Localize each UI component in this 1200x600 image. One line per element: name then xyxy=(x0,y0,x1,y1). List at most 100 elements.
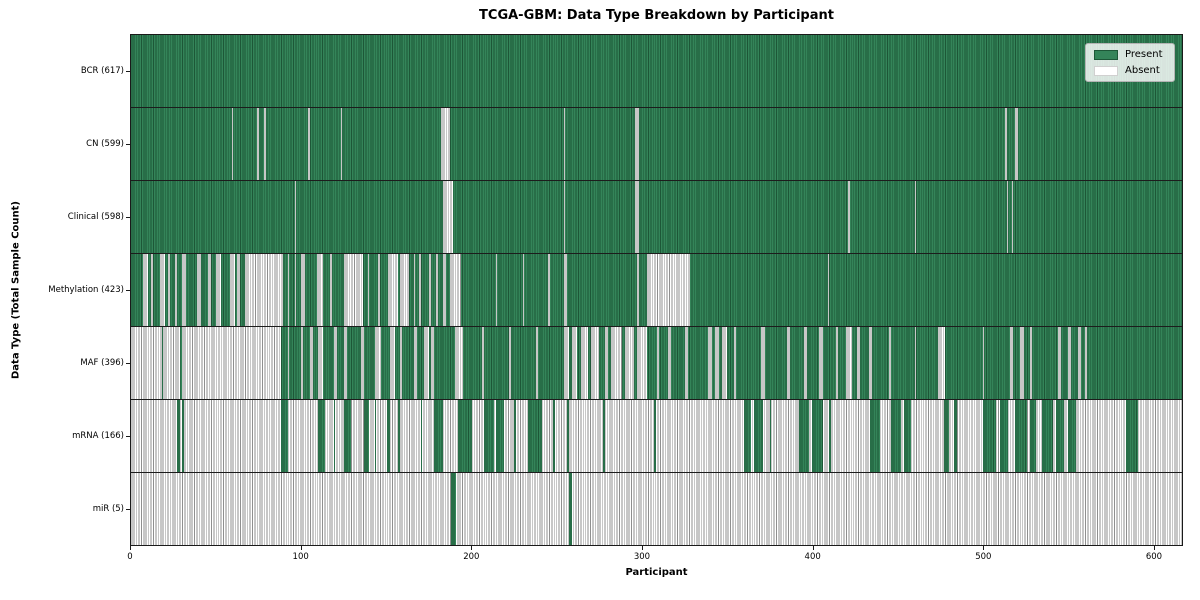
absent-run-segment xyxy=(657,327,660,399)
absent-run-segment xyxy=(231,108,234,180)
legend-absent-label: Absent xyxy=(1125,65,1160,76)
present-swatch-icon xyxy=(1094,49,1118,60)
absent-run-segment xyxy=(308,108,310,180)
absent-run-segment xyxy=(330,254,332,326)
legend-present-label: Present xyxy=(1125,49,1163,60)
absent-run-segment xyxy=(413,327,418,399)
present-run-segment xyxy=(333,400,336,472)
y-tick-label-maf: MAF (396) xyxy=(80,358,124,369)
x-tick-label-200: 200 xyxy=(463,552,480,562)
present-run-segment xyxy=(567,400,569,472)
absent-run-segment xyxy=(647,254,690,326)
absent-run-segment xyxy=(495,254,498,326)
present-run-segment xyxy=(904,400,912,472)
present-run-segment xyxy=(527,400,542,472)
absent-run-segment xyxy=(684,327,688,399)
present-run-segment xyxy=(176,400,181,472)
absent-run-segment xyxy=(449,254,462,326)
x-tick-label-100: 100 xyxy=(292,552,309,562)
absent-run-segment xyxy=(318,327,324,399)
absent-run-segment xyxy=(367,254,370,326)
absent-run-segment xyxy=(1020,327,1024,399)
absent-run-segment xyxy=(635,108,639,180)
absent-run-segment xyxy=(611,327,622,399)
x-tick-mark xyxy=(300,546,302,550)
absent-run-segment xyxy=(245,254,283,326)
y-tick-mark xyxy=(126,509,130,511)
absent-run-segment xyxy=(236,254,241,326)
y-tick-mark xyxy=(126,70,130,72)
absent-run-segment xyxy=(635,181,639,253)
present-run-segment xyxy=(890,400,901,472)
absent-run-segment xyxy=(423,327,430,399)
absent-run-segment xyxy=(636,254,639,326)
absent-run-segment xyxy=(257,108,259,180)
present-run-segment xyxy=(451,473,457,545)
absent-run-segment xyxy=(889,327,891,399)
absent-run-segment xyxy=(563,327,569,399)
absent-run-segment xyxy=(309,327,314,399)
absent-swatch-icon xyxy=(1094,65,1118,76)
present-run-segment xyxy=(812,400,823,472)
present-run-segment xyxy=(754,400,763,472)
absent-run-segment xyxy=(563,181,566,253)
absent-run-segment xyxy=(1030,327,1033,399)
y-tick-label-cn: CN (599) xyxy=(86,138,124,149)
absent-run-segment xyxy=(182,254,186,326)
y-tick-mark xyxy=(126,436,130,438)
present-run-segment xyxy=(343,400,351,472)
absent-run-segment xyxy=(442,254,447,326)
absent-run-segment xyxy=(846,327,852,399)
absent-run-segment xyxy=(590,327,600,399)
y-tick-mark xyxy=(126,216,130,218)
y-tick-label-methylation: Methylation (423) xyxy=(48,285,124,295)
present-run-segment xyxy=(943,400,949,472)
absent-run-segment xyxy=(374,327,382,399)
present-run-segment xyxy=(744,400,752,472)
x-tick-mark xyxy=(1153,546,1155,550)
absent-run-segment xyxy=(163,327,181,399)
y-tick-mark xyxy=(126,143,130,145)
absent-run-segment xyxy=(197,254,201,326)
absent-run-segment xyxy=(572,327,578,399)
absent-run-segment xyxy=(301,254,305,326)
absent-run-segment xyxy=(563,108,566,180)
absent-run-segment xyxy=(1015,108,1019,180)
matrix-row-methylation xyxy=(131,254,1182,327)
y-tick-label-mir: miR (5) xyxy=(92,504,124,515)
absent-run-segment xyxy=(340,108,343,180)
absent-run-segment xyxy=(563,254,568,326)
absent-run-segment xyxy=(343,254,363,326)
absent-run-segment xyxy=(400,327,402,399)
absent-run-segment xyxy=(441,108,450,180)
absent-run-segment xyxy=(914,327,917,399)
absent-run-segment xyxy=(442,181,453,253)
present-run-segment xyxy=(1067,400,1077,472)
present-run-segment xyxy=(458,400,472,472)
x-tick-label-0: 0 xyxy=(127,552,133,562)
present-run-segment xyxy=(318,400,326,472)
absent-run-segment xyxy=(229,254,235,326)
absent-run-segment xyxy=(413,254,416,326)
present-run-segment xyxy=(280,400,288,472)
absent-run-segment xyxy=(400,254,409,326)
present-run-segment xyxy=(653,400,656,472)
absent-run-segment xyxy=(389,327,396,399)
y-tick-label-mrna: mRNA (166) xyxy=(72,431,124,442)
x-tick-label-400: 400 xyxy=(804,552,821,562)
absent-run-segment xyxy=(377,254,380,326)
plot-area xyxy=(130,34,1183,546)
absent-run-segment xyxy=(294,254,297,326)
absent-run-segment xyxy=(216,254,222,326)
absent-run-segment xyxy=(722,327,728,399)
absent-run-segment xyxy=(667,327,671,399)
present-run-segment xyxy=(1015,400,1027,472)
absent-run-segment xyxy=(786,327,791,399)
absent-run-segment xyxy=(429,254,431,326)
matrix-row-bcr xyxy=(131,35,1182,108)
absent-run-segment xyxy=(454,327,464,399)
absent-run-segment xyxy=(982,327,985,399)
chart-title: TCGA-GBM: Data Type Breakdown by Partici… xyxy=(479,8,834,23)
x-tick-mark xyxy=(641,546,643,550)
absent-run-segment xyxy=(182,327,281,399)
